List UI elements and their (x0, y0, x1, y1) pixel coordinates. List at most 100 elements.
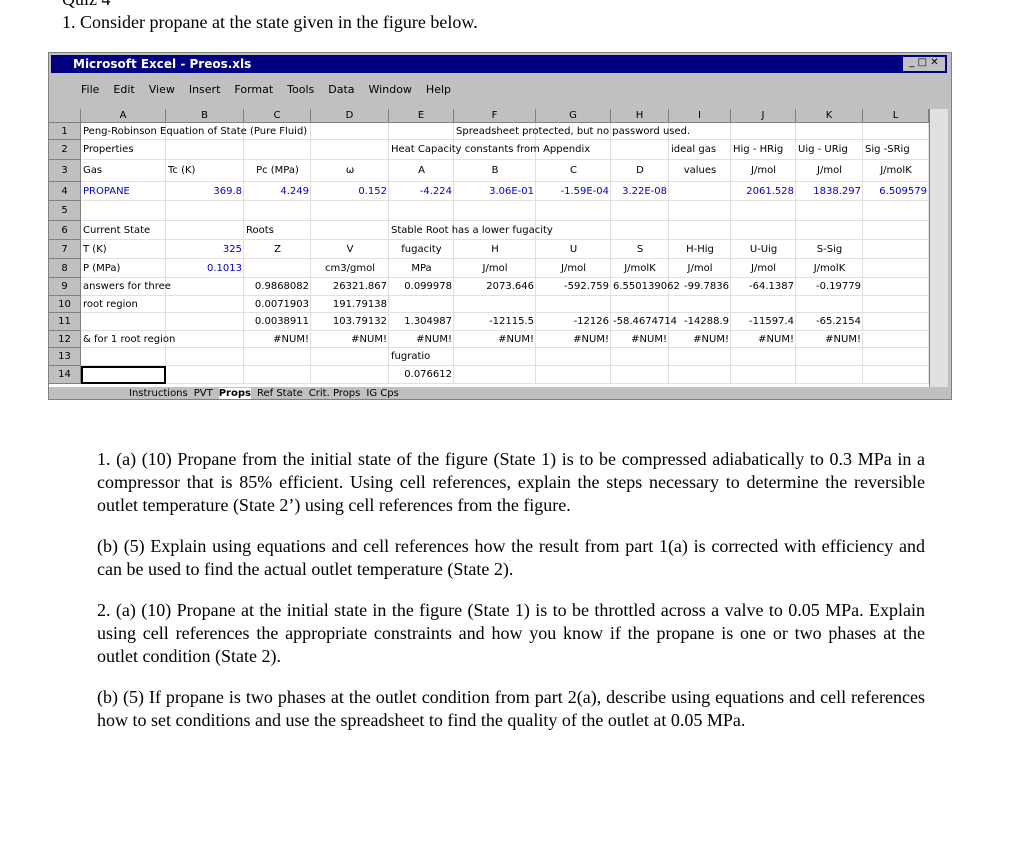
cell: -12126 (573, 316, 609, 327)
column-header: A (81, 109, 166, 123)
cell: Peng-Robinson Equation of State (Pure Fl… (83, 125, 308, 137)
cell: -58.4674714 (613, 316, 678, 327)
cell: 0.1013 (207, 262, 242, 274)
grid-line (81, 258, 929, 259)
grid-line (81, 181, 929, 182)
column-header: D (311, 109, 389, 123)
row-header: 3 (49, 160, 81, 182)
menu-item[interactable]: Window (368, 83, 412, 96)
menu-item[interactable]: Help (425, 83, 451, 96)
cell: -1.59E-04 (560, 185, 609, 197)
cell: 0.0071903 (254, 298, 309, 310)
row-header: 6 (49, 221, 81, 240)
grid-line (668, 123, 669, 384)
cell: -64.1387 (749, 281, 794, 292)
quiz-title: Quiz 4 (62, 0, 111, 10)
cell: J/mol (751, 262, 776, 274)
cell: Hig - HRig (733, 144, 784, 155)
column-header: K (796, 109, 863, 123)
cell: 0.9868082 (254, 281, 309, 292)
selected-cell[interactable] (81, 366, 166, 384)
cell: Z (274, 243, 281, 255)
grid-line (730, 123, 731, 384)
cell: J/molK (813, 262, 846, 274)
menu-item[interactable]: Data (328, 83, 355, 96)
question-paragraph: 2. (a) (10) Propane at the initial state… (97, 600, 925, 666)
cell: Roots (246, 224, 274, 236)
window-controls[interactable]: _ □ ✕ (903, 57, 945, 71)
cell: 0.152 (358, 185, 387, 197)
scrollbar[interactable] (929, 109, 948, 387)
question-paragraph: 1. (a) (10) Propane from the initial sta… (97, 449, 925, 515)
cell: -4.224 (419, 185, 452, 197)
cell: T (K) (83, 243, 107, 255)
menu-item[interactable]: File (81, 83, 100, 96)
row-header: 9 (49, 278, 81, 296)
cell: #NUM! (498, 333, 534, 345)
cell: 0.0038911 (254, 316, 309, 327)
cell: 6.509579 (879, 185, 927, 197)
grid-line (81, 200, 929, 201)
cell: -12115.5 (489, 316, 534, 327)
column-header: L (863, 109, 929, 123)
cell: 3.22E-08 (622, 185, 667, 197)
questions: 1. (a) (10) Propane from the initial sta… (97, 448, 925, 750)
row-header: 12 (49, 331, 81, 348)
cell: Tc (K) (168, 165, 196, 176)
menu-item[interactable]: Edit (113, 83, 135, 96)
cell: P (MPa) (83, 262, 121, 274)
grid-line (928, 123, 929, 384)
sheet-tab[interactable]: Ref State (256, 387, 303, 399)
row-header: 2 (49, 140, 81, 160)
menu-item[interactable]: Format (234, 83, 274, 96)
cell: J/mol (561, 262, 586, 274)
cell: ideal gas (671, 144, 717, 155)
cell: 2073.646 (486, 281, 534, 292)
grid-line (453, 123, 454, 384)
menu-item[interactable]: View (148, 83, 175, 96)
cell: H-Hig (686, 243, 714, 255)
sheet-tabs: Instructions PVT Props Ref State Crit. Props… (49, 387, 951, 399)
row-header: 5 (49, 201, 81, 221)
cell: J/mol (482, 262, 508, 274)
cell: C (570, 165, 577, 176)
question-paragraph: (b) (5) Explain using equations and cell… (97, 536, 925, 579)
cell: Spreadsheet protected, but no password u… (456, 125, 691, 137)
cell: -0.19779 (816, 281, 861, 292)
cell: Gas (83, 165, 103, 176)
menu-bar: File Edit View Insert Format Tools Data Window H… (51, 83, 451, 101)
cell: S-Sig (816, 243, 843, 255)
menu-item[interactable]: Insert (188, 83, 221, 96)
cell: Properties (83, 144, 134, 155)
cell: -11597.4 (749, 316, 794, 327)
cell: fugratio (391, 351, 431, 362)
menu-item[interactable]: Tools (287, 83, 315, 96)
sheet-tab[interactable]: IG Cps (366, 387, 399, 399)
sheet-tab[interactable]: Crit. Props (308, 387, 361, 399)
cell: 1838.297 (813, 185, 861, 197)
row-header: 10 (49, 296, 81, 313)
cell: Stable Root has a lower fugacity (391, 224, 553, 236)
cell: 1.304987 (404, 316, 452, 327)
title-bar: Microsoft Excel - Preos.xls (51, 55, 947, 73)
sheet-tab[interactable]: PVT (193, 387, 213, 399)
cell: #NUM! (825, 333, 861, 345)
sheet-tab[interactable]: Props (218, 387, 251, 399)
cell: J/molK (880, 165, 912, 176)
cell: -65.2154 (816, 316, 861, 327)
cell: Current State (83, 224, 151, 236)
row-header: 7 (49, 240, 81, 259)
sheet-tab[interactable]: Instructions (129, 387, 188, 399)
cell: & for 1 root region (83, 333, 176, 345)
grid-line (81, 159, 929, 160)
cell: 2061.528 (746, 185, 794, 197)
grid-line (388, 123, 389, 384)
cell: 4.249 (280, 185, 309, 197)
grid-line (81, 139, 929, 140)
column-header: G (536, 109, 611, 123)
row-header: 1 (49, 123, 81, 140)
cell: ω (345, 165, 355, 176)
grid-line (81, 312, 929, 313)
grid-line (862, 123, 863, 384)
